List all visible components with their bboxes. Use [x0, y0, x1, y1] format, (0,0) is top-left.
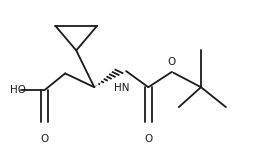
Text: O: O	[168, 57, 176, 67]
Text: HO: HO	[10, 85, 26, 95]
Text: HN: HN	[114, 83, 130, 93]
Text: O: O	[40, 134, 48, 144]
Text: O: O	[144, 134, 152, 144]
